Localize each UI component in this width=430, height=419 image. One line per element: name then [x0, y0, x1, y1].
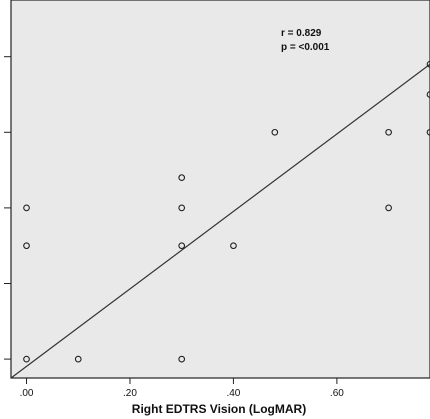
plot-area — [10, 0, 430, 379]
data-point — [426, 91, 430, 98]
fit-line-layer — [10, 63, 430, 379]
data-point — [426, 60, 430, 68]
data-point — [426, 128, 430, 136]
points-layer — [23, 60, 430, 363]
x-axis-ticks: .00 .20 .40 .60 — [20, 378, 344, 399]
data-point — [230, 242, 237, 250]
x-axis-title: Right EDTRS Vision (LogMAR) — [132, 402, 306, 416]
data-point — [178, 355, 186, 363]
x-tick-label: .20 — [123, 388, 137, 399]
x-tick-label: .60 — [330, 388, 344, 399]
data-point — [23, 204, 30, 212]
x-tick-label: .00 — [20, 388, 34, 399]
x-tick-label: .40 — [226, 388, 240, 399]
data-point — [23, 242, 30, 250]
data-point — [23, 355, 30, 363]
data-point — [178, 242, 186, 250]
data-point — [271, 128, 279, 136]
correlation-p-label: p = <0.001 — [281, 42, 330, 53]
fit-line — [10, 63, 430, 379]
data-point — [385, 128, 392, 136]
data-point — [178, 204, 186, 212]
data-point — [385, 204, 392, 212]
data-point — [178, 174, 186, 182]
correlation-r-label: r = 0.829 — [281, 28, 322, 39]
y-axis-ticks — [4, 56, 11, 360]
data-point — [74, 355, 82, 363]
